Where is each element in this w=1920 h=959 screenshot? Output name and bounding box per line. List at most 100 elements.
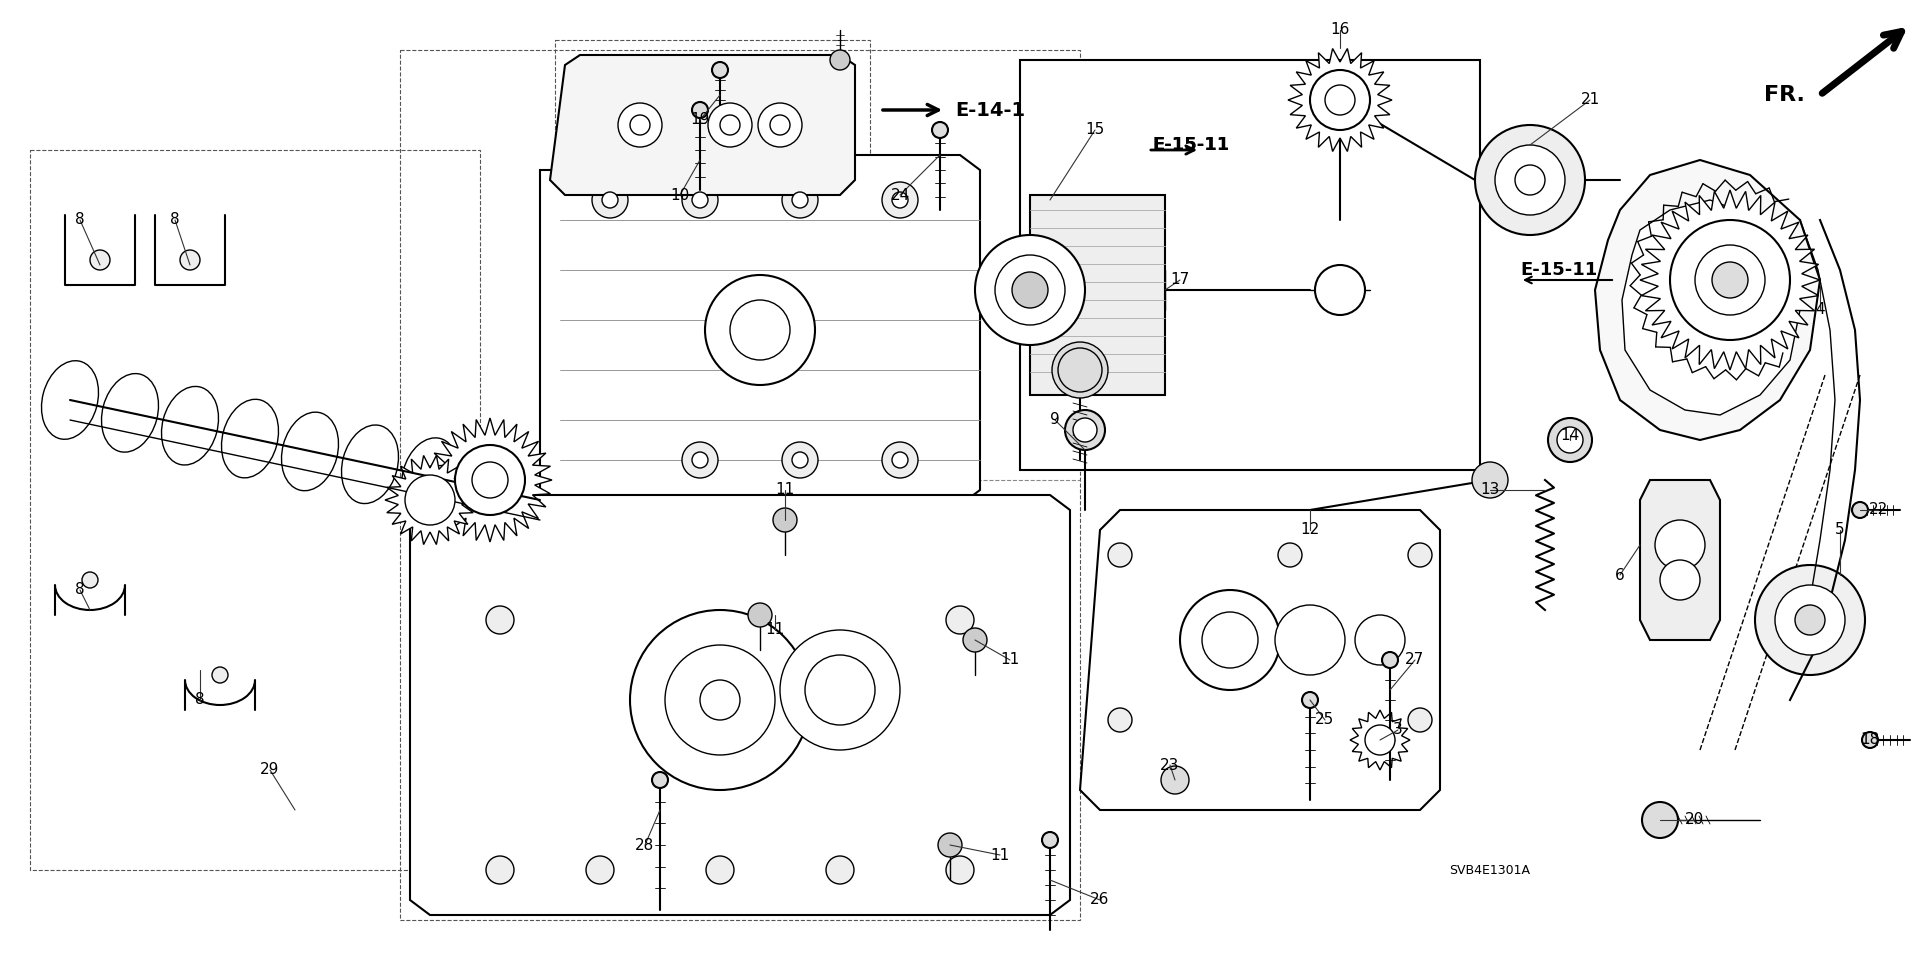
Circle shape bbox=[881, 442, 918, 478]
Circle shape bbox=[1108, 708, 1133, 732]
Text: 8: 8 bbox=[75, 213, 84, 227]
Circle shape bbox=[826, 856, 854, 884]
Polygon shape bbox=[1622, 200, 1801, 415]
Polygon shape bbox=[540, 155, 979, 505]
Polygon shape bbox=[1596, 160, 1820, 440]
Text: 21: 21 bbox=[1580, 92, 1599, 107]
Circle shape bbox=[630, 115, 651, 135]
Polygon shape bbox=[411, 495, 1069, 915]
Circle shape bbox=[691, 452, 708, 468]
Text: 6: 6 bbox=[1615, 568, 1624, 582]
Circle shape bbox=[486, 606, 515, 634]
Text: 16: 16 bbox=[1331, 22, 1350, 37]
Ellipse shape bbox=[461, 451, 518, 529]
Circle shape bbox=[1407, 708, 1432, 732]
Circle shape bbox=[1853, 502, 1868, 518]
Circle shape bbox=[781, 182, 818, 218]
Text: 17: 17 bbox=[1171, 272, 1190, 288]
Polygon shape bbox=[1350, 710, 1409, 770]
Circle shape bbox=[1012, 272, 1048, 308]
Circle shape bbox=[1862, 732, 1878, 748]
Circle shape bbox=[1356, 615, 1405, 665]
Ellipse shape bbox=[561, 210, 941, 490]
Ellipse shape bbox=[342, 425, 399, 503]
Circle shape bbox=[1496, 145, 1565, 215]
Text: 18: 18 bbox=[1860, 733, 1880, 747]
Text: 13: 13 bbox=[1480, 482, 1500, 498]
Circle shape bbox=[893, 452, 908, 468]
Text: 12: 12 bbox=[1300, 523, 1319, 537]
Circle shape bbox=[1642, 802, 1678, 838]
Circle shape bbox=[1755, 565, 1864, 675]
Text: 8: 8 bbox=[75, 582, 84, 597]
Circle shape bbox=[995, 255, 1066, 325]
Text: 3: 3 bbox=[1394, 722, 1404, 737]
Circle shape bbox=[1473, 462, 1507, 498]
Circle shape bbox=[180, 250, 200, 270]
Circle shape bbox=[1365, 725, 1396, 755]
Circle shape bbox=[705, 275, 814, 385]
Circle shape bbox=[758, 103, 803, 147]
Circle shape bbox=[1181, 590, 1281, 690]
Ellipse shape bbox=[161, 386, 219, 465]
Circle shape bbox=[829, 50, 851, 70]
Circle shape bbox=[1066, 410, 1106, 450]
Text: 15: 15 bbox=[1085, 123, 1104, 137]
Circle shape bbox=[90, 250, 109, 270]
Polygon shape bbox=[428, 418, 553, 542]
Circle shape bbox=[691, 192, 708, 208]
Text: 8: 8 bbox=[171, 213, 180, 227]
Circle shape bbox=[1058, 348, 1102, 392]
Circle shape bbox=[1475, 125, 1586, 235]
Circle shape bbox=[1279, 543, 1302, 567]
Polygon shape bbox=[549, 55, 854, 195]
Circle shape bbox=[720, 115, 739, 135]
Polygon shape bbox=[1640, 190, 1820, 370]
Circle shape bbox=[791, 452, 808, 468]
Circle shape bbox=[1315, 265, 1365, 315]
Text: E-14-1: E-14-1 bbox=[954, 101, 1025, 120]
Polygon shape bbox=[1640, 480, 1720, 640]
Circle shape bbox=[774, 508, 797, 532]
Text: 24: 24 bbox=[891, 188, 910, 202]
Circle shape bbox=[682, 182, 718, 218]
Text: 25: 25 bbox=[1315, 713, 1334, 728]
Circle shape bbox=[707, 856, 733, 884]
Circle shape bbox=[964, 628, 987, 652]
Text: 11: 11 bbox=[1000, 652, 1020, 667]
Circle shape bbox=[455, 445, 524, 515]
Ellipse shape bbox=[401, 438, 459, 517]
Text: 9: 9 bbox=[1050, 412, 1060, 428]
Text: 11: 11 bbox=[776, 482, 795, 498]
Bar bbox=[31, 150, 480, 870]
Text: 11: 11 bbox=[991, 848, 1010, 862]
Text: FR.: FR. bbox=[1764, 85, 1805, 105]
Circle shape bbox=[603, 192, 618, 208]
Circle shape bbox=[618, 103, 662, 147]
Polygon shape bbox=[386, 456, 474, 545]
Text: 28: 28 bbox=[636, 837, 655, 853]
Text: 26: 26 bbox=[1091, 893, 1110, 907]
Ellipse shape bbox=[282, 412, 338, 491]
Text: 20: 20 bbox=[1686, 812, 1705, 828]
Circle shape bbox=[1302, 692, 1317, 708]
Circle shape bbox=[1325, 85, 1356, 115]
Circle shape bbox=[664, 645, 776, 755]
Circle shape bbox=[1052, 342, 1108, 398]
Circle shape bbox=[1695, 245, 1764, 315]
Circle shape bbox=[653, 772, 668, 788]
Circle shape bbox=[931, 122, 948, 138]
Circle shape bbox=[1548, 418, 1592, 462]
Circle shape bbox=[486, 856, 515, 884]
Circle shape bbox=[591, 182, 628, 218]
Circle shape bbox=[730, 300, 789, 360]
Circle shape bbox=[975, 235, 1085, 345]
Text: 19: 19 bbox=[691, 112, 710, 128]
Text: E-15-11: E-15-11 bbox=[1152, 136, 1229, 154]
Circle shape bbox=[1043, 832, 1058, 848]
Circle shape bbox=[83, 572, 98, 588]
Circle shape bbox=[1713, 262, 1747, 298]
Circle shape bbox=[749, 603, 772, 627]
Circle shape bbox=[701, 680, 739, 720]
Ellipse shape bbox=[42, 361, 98, 439]
